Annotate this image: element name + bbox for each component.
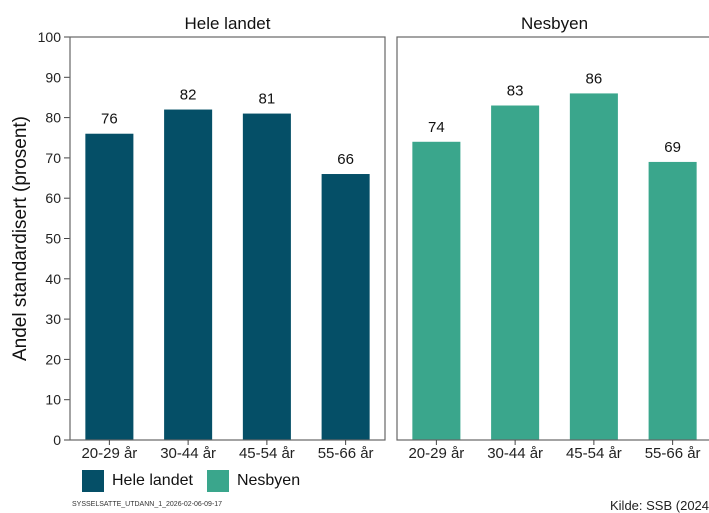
data-label: 86 [586,70,603,87]
footer-id: SYSSELSATTE_UTDANN_1_2026-02-06-09-17 [72,501,223,508]
bar [491,105,540,440]
y-axis-label: Andel standardisert (prosent) [10,116,31,361]
bar [569,93,618,441]
legend-label-hele-landet: Hele landet [112,472,193,489]
y-tick-label: 60 [45,190,61,206]
y-tick-label: 40 [45,271,61,287]
legend: Hele landet Nesbyen [82,470,314,492]
legend-swatch-nesbyen [206,470,229,492]
legend-item-nesbyen: Nesbyen [206,470,301,492]
x-tick-label: 55-66 år [645,445,701,462]
y-tick-label: 90 [45,69,61,85]
x-tick-label: 45-54 år [239,445,295,462]
data-label: 81 [259,91,276,108]
data-label: 69 [664,139,681,156]
panel-border [69,36,386,441]
bar [242,113,291,440]
y-tick-label: 50 [45,231,61,247]
panel-title: Nesbyen [521,14,588,33]
bar [164,109,213,440]
x-tick-label: 30-44 år [487,445,543,462]
data-label: 76 [101,111,118,128]
y-tick-label: 30 [45,311,61,327]
panel-border [396,36,709,441]
legend-item-hele-landet: Hele landet [82,470,193,492]
x-tick-label: 45-54 år [566,445,622,462]
bar-chart: Andel standardisert (prosent) 0 10 20 30 40 50… [10,14,709,462]
data-label: 66 [337,151,354,168]
y-tick-label: 10 [45,392,61,408]
y-tick-label: 70 [45,150,61,166]
data-label: 83 [507,83,524,100]
data-label: 82 [180,87,197,104]
x-tick-label: 20-29 år [408,445,464,462]
x-tick-label: 30-44 år [160,445,216,462]
bar [85,133,134,440]
bar [648,161,697,440]
x-tick-label: 20-29 år [81,445,137,462]
legend-swatch-hele-landet [82,470,104,492]
y-tick-label: 20 [45,351,61,367]
y-tick-label: 0 [53,432,61,448]
y-tick-label: 80 [45,110,61,126]
panel-title: Hele landet [184,14,270,33]
x-tick-label: 55-66 år [318,445,374,462]
y-tick-label: 100 [38,29,62,45]
bar [412,141,461,440]
legend-label-nesbyen: Nesbyen [236,472,301,489]
data-label: 74 [428,119,445,136]
bar [321,174,370,440]
source-note: Kilde: SSB (2024) [610,498,709,513]
